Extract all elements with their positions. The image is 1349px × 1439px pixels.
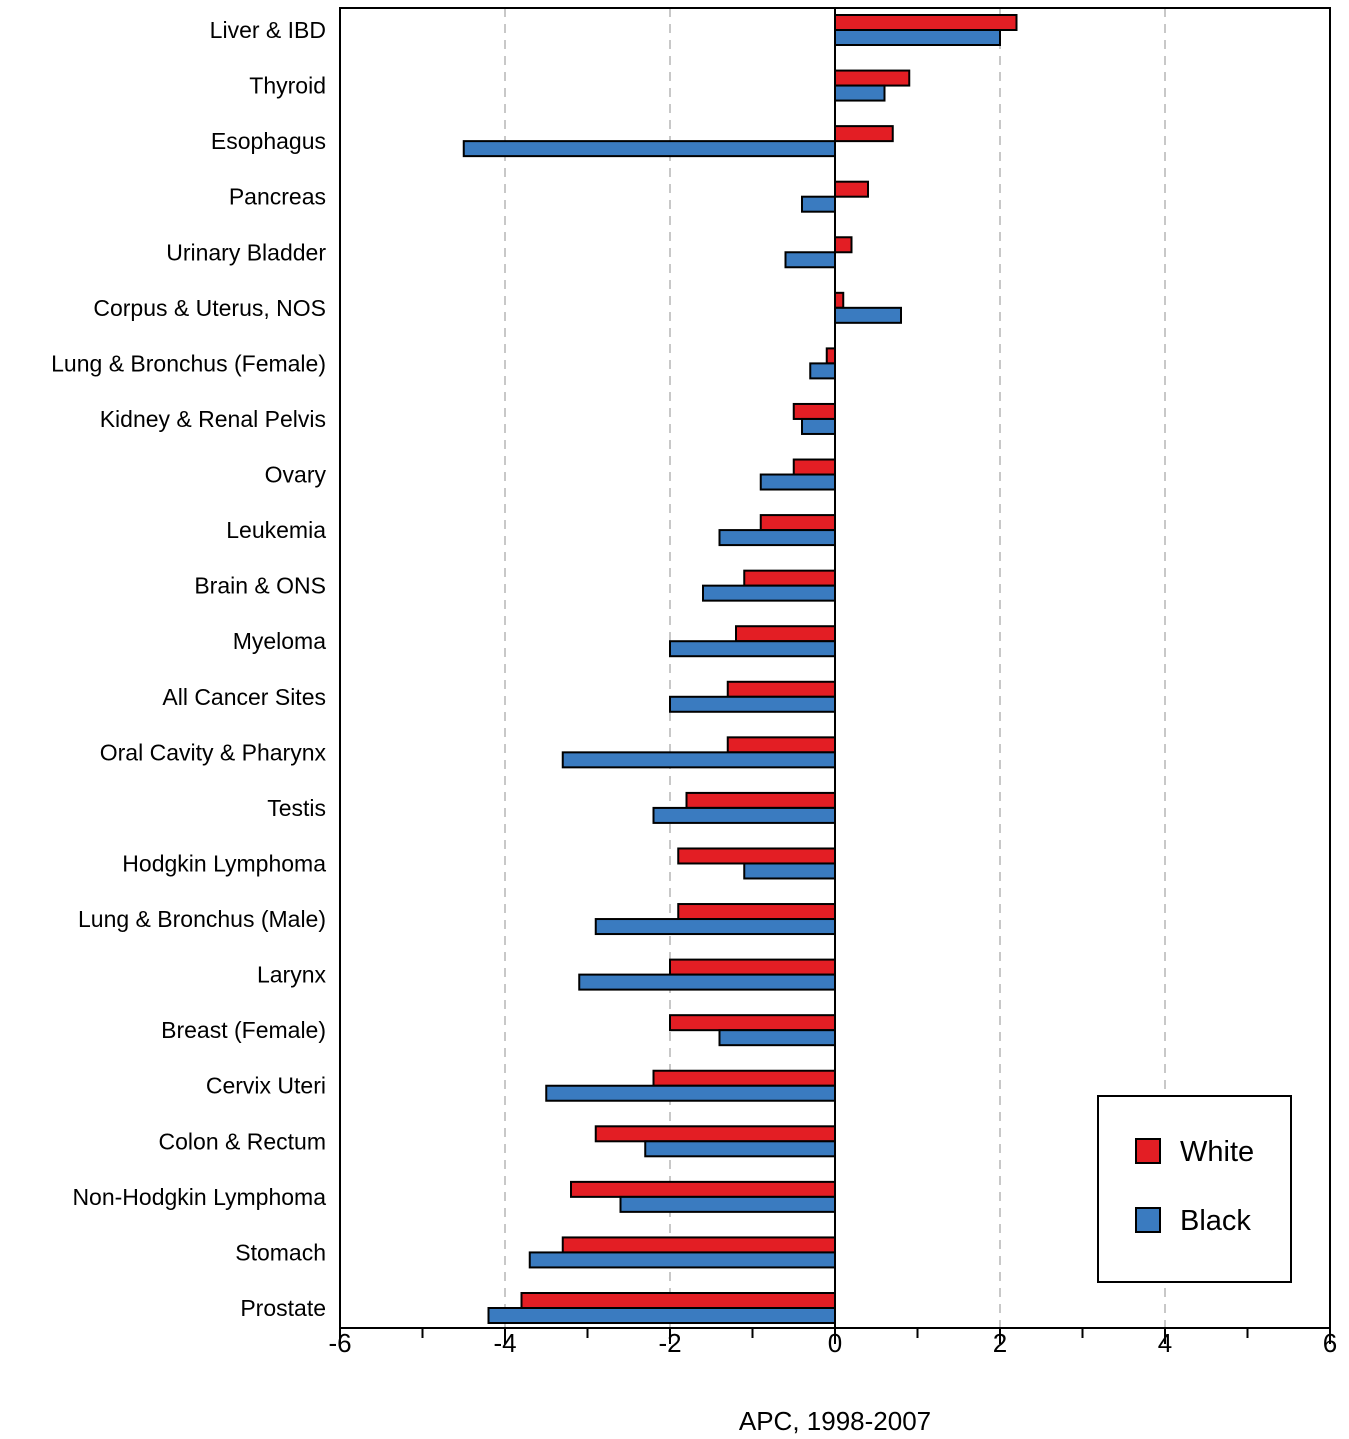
bar-black-17 [578,973,836,991]
gridlines [504,8,1166,1328]
category-label: Larynx [257,962,327,988]
bar-black-12 [669,695,836,713]
category-label: Pancreas [229,184,326,210]
legend-label-white: White [1180,1136,1254,1168]
category-label: Prostate [240,1295,326,1321]
category-label: Hodgkin Lymphoma [122,850,326,876]
bar-black-16 [594,918,836,936]
bar-black-7 [801,417,836,435]
bar-black-11 [669,640,836,658]
bar-black-13 [561,751,836,769]
legend-swatch-white [1135,1138,1161,1164]
legend-label-black: Black [1180,1205,1251,1237]
category-label: Brain & ONS [194,573,326,599]
bar-black-23 [487,1307,836,1324]
category-label: Liver & IBD [210,17,326,43]
category-label: Non-Hodgkin Lymphoma [72,1184,326,1210]
bar-black-8 [759,473,836,491]
bar-white-10 [743,569,836,587]
bar-white-6 [825,347,836,365]
x-tick-label-4: 4 [1158,1328,1172,1358]
bar-white-4 [834,236,853,254]
category-label: Stomach [235,1239,326,1265]
legend: White Black [1097,1095,1292,1283]
legend-swatch-black [1135,1207,1161,1233]
bar-black-9 [718,529,836,547]
bar-black-2 [462,140,836,158]
bar-white-16 [677,903,836,921]
x-tick-label-6: 6 [1323,1328,1337,1358]
category-label: All Cancer Sites [162,684,326,710]
bar-white-2 [834,125,894,143]
category-label: Corpus & Uterus, NOS [93,295,326,321]
bar-white-0 [834,14,1018,31]
category-label: Cervix Uteri [206,1073,326,1099]
bar-white-17 [669,958,836,976]
category-label: Colon & Rectum [159,1128,326,1154]
bar-black-18 [718,1029,836,1047]
bar-black-22 [528,1251,836,1269]
legend-box [1097,1095,1292,1283]
x-tick-label--2: -2 [658,1328,681,1358]
category-label: Esophagus [211,128,326,154]
bar-black-1 [834,84,886,102]
category-label: Urinary Bladder [166,239,326,265]
bar-white-20 [594,1125,836,1143]
bar-black-0 [834,29,1001,46]
bar-white-19 [652,1069,836,1087]
x-tick-label--4: -4 [493,1328,516,1358]
category-label: Ovary [265,462,327,488]
bar-white-7 [792,402,836,420]
x-axis-ticks: -6 -4 -2 0 2 4 6 [328,1328,1337,1358]
bar-white-15 [677,847,836,865]
x-axis-title: APC, 1998-2007 [739,1406,931,1436]
category-label: Leukemia [226,517,326,543]
bar-black-5 [834,306,902,324]
bar-black-21 [619,1195,836,1213]
category-label: Lung & Bronchus (Female) [51,350,326,376]
bar-white-23 [520,1292,836,1309]
category-label: Oral Cavity & Pharynx [100,739,327,765]
bar-white-8 [792,458,836,476]
x-tick-label-2: 2 [993,1328,1007,1358]
bar-white-14 [685,791,836,809]
bar-black-14 [652,806,836,824]
category-labels: Liver & IBD Thyroid Esophagus Pancreas Urina… [51,17,326,1321]
x-tick-label--6: -6 [328,1328,351,1358]
bar-white-1 [834,69,911,87]
bar-black-20 [644,1140,836,1158]
bar-black-6 [809,362,836,380]
bar-white-11 [735,625,836,643]
bar-black-19 [545,1084,836,1102]
x-tick-label-0: 0 [828,1328,842,1358]
bar-white-5 [834,291,845,309]
bar-white-13 [726,736,836,754]
bar-white-18 [669,1014,836,1032]
bar-white-21 [570,1180,836,1198]
category-label: Breast (Female) [161,1017,326,1043]
bar-black-10 [702,584,836,602]
bar-white-12 [726,680,836,698]
category-label: Kidney & Renal Pelvis [100,406,326,432]
bar-white-22 [561,1236,836,1254]
bar-black-3 [801,195,836,213]
category-label: Testis [267,795,326,821]
category-label: Lung & Bronchus (Male) [78,906,326,932]
category-label: Thyroid [249,73,326,99]
bar-black-15 [743,862,836,880]
bar-white-9 [759,514,836,532]
category-label: Myeloma [233,628,327,654]
bars [462,14,1018,1324]
bar-white-3 [834,180,869,198]
bar-black-4 [784,251,836,269]
